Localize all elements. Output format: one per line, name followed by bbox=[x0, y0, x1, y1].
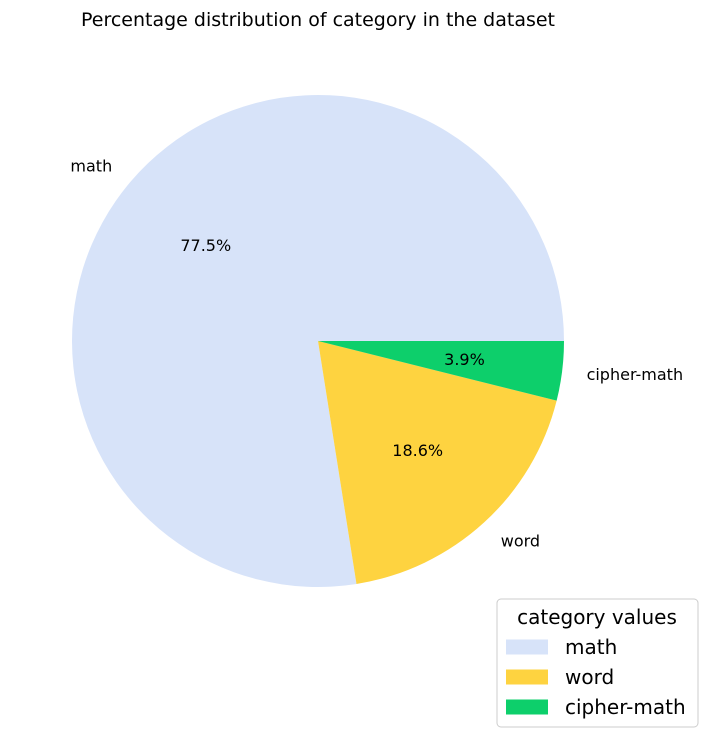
slice-labels: math word cipher-math bbox=[70, 156, 683, 550]
pie-slices bbox=[71, 94, 564, 587]
legend-swatch-cipher-math bbox=[506, 699, 548, 715]
percent-labels: 77.5% 18.6% 3.9% bbox=[180, 236, 484, 460]
pie-slice-cipher-math bbox=[318, 341, 564, 401]
slice-label-math: math bbox=[70, 156, 112, 175]
percent-label-cipher-math: 3.9% bbox=[444, 350, 485, 369]
legend-label-cipher-math: cipher-math bbox=[565, 695, 686, 719]
legend: category values math word cipher-math bbox=[496, 598, 699, 728]
slice-label-word: word bbox=[501, 532, 540, 551]
legend-label-word: word bbox=[565, 665, 614, 689]
pie-slice-word bbox=[318, 341, 557, 584]
legend-label-math: math bbox=[565, 635, 617, 659]
percent-label-math: 77.5% bbox=[180, 236, 231, 255]
percent-label-word: 18.6% bbox=[392, 441, 443, 460]
legend-swatch-word bbox=[506, 669, 548, 685]
chart-title: Percentage distribution of category in t… bbox=[81, 9, 555, 31]
legend-title: category values bbox=[517, 605, 677, 629]
legend-swatch-math bbox=[506, 639, 548, 655]
slice-label-cipher-math: cipher-math bbox=[587, 365, 684, 384]
pie-slice-math bbox=[71, 94, 564, 587]
legend-entries: math word cipher-math bbox=[506, 635, 686, 719]
legend-frame bbox=[496, 598, 699, 728]
